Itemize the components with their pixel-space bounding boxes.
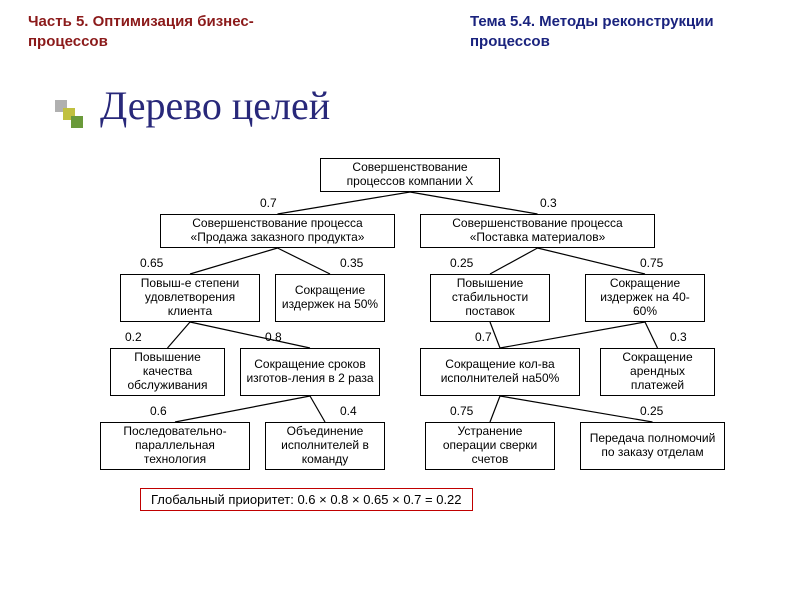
edge-weight: 0.3 [670,330,687,344]
global-priority: Глобальный приоритет: 0.6 × 0.8 × 0.65 ×… [140,488,473,511]
tree-node: Совершенствование процесса «Продажа зака… [160,214,395,248]
edge-weight: 0.35 [340,256,363,270]
edge-weight: 0.25 [640,404,663,418]
edge-weight: 0.8 [265,330,282,344]
edge-weight: 0.3 [540,196,557,210]
tree-node: Повышение стабильности поставок [430,274,550,322]
tree-node: Повыш-е степени удовлетворения клиента [120,274,260,322]
tree-node: Передача полномочий по заказу отделам [580,422,725,470]
edge-weight: 0.7 [475,330,492,344]
edge-weight: 0.4 [340,404,357,418]
goal-tree-diagram: 0.7 0.3 0.65 0.35 0.25 0.75 0.2 0.8 0.7 0.3 0.6 0.4… [0,0,800,600]
tree-node: Сокращение арендных платежей [600,348,715,396]
edge-weight: 0.6 [150,404,167,418]
edge-weight: 0.2 [125,330,142,344]
edge-weight: 0.7 [260,196,277,210]
tree-node: Объединение исполнителей в команду [265,422,385,470]
edge-weight: 0.75 [640,256,663,270]
edge-weight: 0.25 [450,256,473,270]
edge-weight: 0.65 [140,256,163,270]
tree-node: Совершенствование процесса «Поставка мат… [420,214,655,248]
tree-node: Сокращение сроков изготов-ления в 2 раза [240,348,380,396]
edge-weight: 0.75 [450,404,473,418]
tree-node: Повышение качества обслуживания [110,348,225,396]
tree-node: Последовательно-параллельная технология [100,422,250,470]
tree-node: Сокращение кол-ва исполнителей на50% [420,348,580,396]
tree-node: Совершенствование процессов компании X [320,158,500,192]
tree-node: Сокращение издержек на 40-60% [585,274,705,322]
tree-node: Устранение операции сверки счетов [425,422,555,470]
tree-node: Сокращение издержек на 50% [275,274,385,322]
